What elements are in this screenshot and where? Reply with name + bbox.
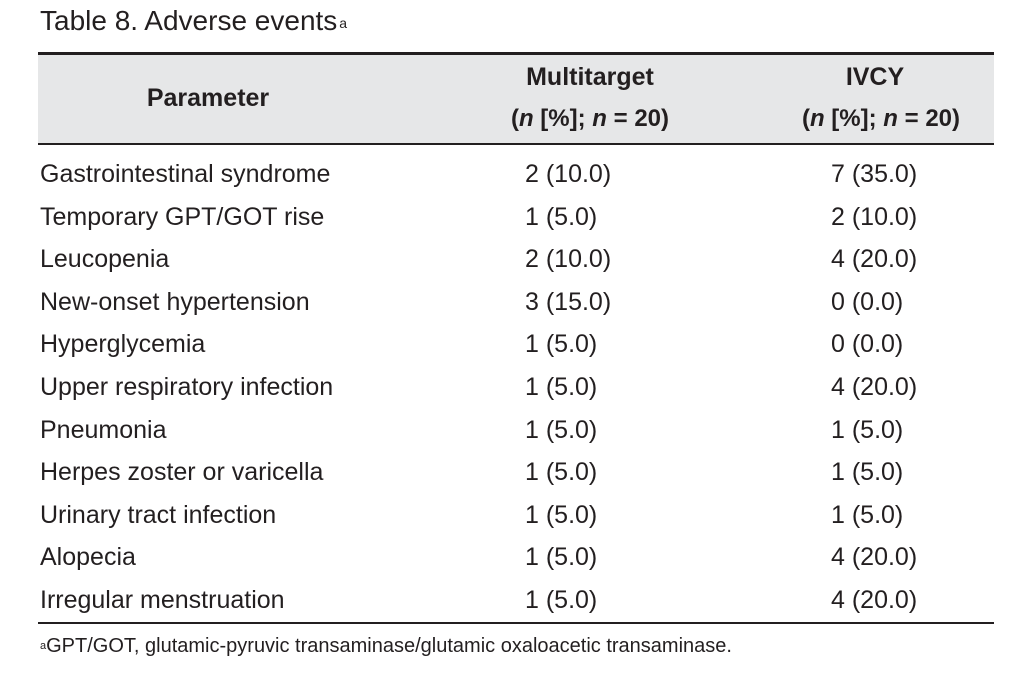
table-row: Irregular menstruation 1 (5.0) 4 (20.0) xyxy=(38,579,994,622)
ivcy-sub-n1: n xyxy=(809,105,825,132)
cell-parameter: Upper respiratory infection xyxy=(40,373,334,401)
multitarget-sub-close: = 20) xyxy=(606,105,670,132)
cell-multitarget: 2 (10.0) xyxy=(525,160,612,188)
cell-ivcy: 1 (5.0) xyxy=(831,500,904,529)
table-row: Hyperglycemia 1 (5.0) 0 (0.0) xyxy=(38,323,994,366)
table-row: New-onset hypertension 3 (15.0) 0 (0.0) xyxy=(38,281,994,324)
multitarget-sub-mid: [%]; xyxy=(533,105,593,132)
cell-multitarget: 1 (5.0) xyxy=(525,415,598,444)
cell-multitarget: 3 (15.0) xyxy=(525,287,612,316)
table-footnote: aGPT/GOT, glutamic-pyruvic transaminase/… xyxy=(40,633,732,659)
cell-ivcy: 1 (5.0) xyxy=(831,415,904,444)
ivcy-sub-n2: n xyxy=(883,105,898,132)
cell-ivcy: 4 (20.0) xyxy=(831,586,918,614)
cell-multitarget: 1 (5.0) xyxy=(525,202,598,231)
ivcy-sub-open: ( xyxy=(801,105,810,132)
cell-parameter: Herpes zoster or varicella xyxy=(40,458,324,487)
table-bottom-rule xyxy=(38,622,994,624)
header-multitarget: Multitarget xyxy=(526,63,654,91)
header-ivcy: IVCY xyxy=(845,63,905,91)
footnote-marker: a xyxy=(40,640,47,652)
table-row: Alopecia 1 (5.0) 4 (20.0) xyxy=(38,536,994,579)
cell-parameter: Urinary tract infection xyxy=(40,500,277,529)
cell-ivcy: 4 (20.0) xyxy=(831,543,918,572)
cell-multitarget: 1 (5.0) xyxy=(525,500,598,529)
cell-parameter: Gastrointestinal syndrome xyxy=(40,160,331,188)
cell-ivcy: 2 (10.0) xyxy=(831,202,918,231)
cell-ivcy: 7 (35.0) xyxy=(831,160,918,188)
header-parameter: Parameter xyxy=(146,84,270,112)
table-title: Table 8. Adverse events a xyxy=(40,4,347,38)
cell-ivcy: 1 (5.0) xyxy=(831,458,904,487)
table-row: Upper respiratory infection 1 (5.0) 4 (20.… xyxy=(38,366,994,409)
multitarget-sub-open: ( xyxy=(510,105,519,132)
cell-multitarget: 1 (5.0) xyxy=(525,330,598,359)
cell-multitarget: 1 (5.0) xyxy=(525,586,598,614)
cell-parameter: Temporary GPT/GOT rise xyxy=(40,202,325,231)
cell-multitarget: 1 (5.0) xyxy=(525,373,598,401)
table-row: Temporary GPT/GOT rise 1 (5.0) 2 (10.0) xyxy=(38,196,994,239)
ivcy-sub-close: = 20) xyxy=(897,105,961,132)
title-footnote-marker: a xyxy=(339,15,348,31)
cell-multitarget: 2 (10.0) xyxy=(525,245,612,274)
cell-parameter: Hyperglycemia xyxy=(40,330,206,359)
cell-parameter: New-onset hypertension xyxy=(40,287,310,316)
multitarget-sub-n1: n xyxy=(518,105,534,132)
cell-ivcy: 4 (20.0) xyxy=(831,245,918,274)
table-header-band xyxy=(38,53,994,143)
header-multitarget-sub: (n [%]; n = 20) xyxy=(475,104,705,134)
cell-parameter: Irregular menstruation xyxy=(40,586,285,614)
table-row: Urinary tract infection 1 (5.0) 1 (5.0) xyxy=(38,494,994,537)
cell-parameter: Pneumonia xyxy=(40,415,167,444)
cell-multitarget: 1 (5.0) xyxy=(525,543,598,572)
footnote-text: GPT/GOT, glutamic-pyruvic transaminase/g… xyxy=(46,635,732,657)
cell-multitarget: 1 (5.0) xyxy=(525,458,598,487)
table-title-text: Table 8. Adverse events xyxy=(40,5,338,36)
cell-parameter: Alopecia xyxy=(40,543,136,572)
ivcy-sub-mid: [%]; xyxy=(824,105,884,132)
multitarget-sub-n2: n xyxy=(592,105,607,132)
table-row: Gastrointestinal syndrome 2 (10.0) 7 (35.0… xyxy=(38,153,994,196)
table-top-rule xyxy=(38,52,994,55)
table-row: Pneumonia 1 (5.0) 1 (5.0) xyxy=(38,409,994,452)
cell-ivcy: 0 (0.0) xyxy=(831,330,904,359)
header-ivcy-sub: (n [%]; n = 20) xyxy=(770,104,992,134)
table-header-rule xyxy=(38,143,994,145)
cell-ivcy: 0 (0.0) xyxy=(831,287,904,316)
table-row: Leucopenia 2 (10.0) 4 (20.0) xyxy=(38,238,994,281)
table-row: Herpes zoster or varicella 1 (5.0) 1 (5.0) xyxy=(38,451,994,494)
cell-ivcy: 4 (20.0) xyxy=(831,373,918,401)
cell-parameter: Leucopenia xyxy=(40,245,170,274)
